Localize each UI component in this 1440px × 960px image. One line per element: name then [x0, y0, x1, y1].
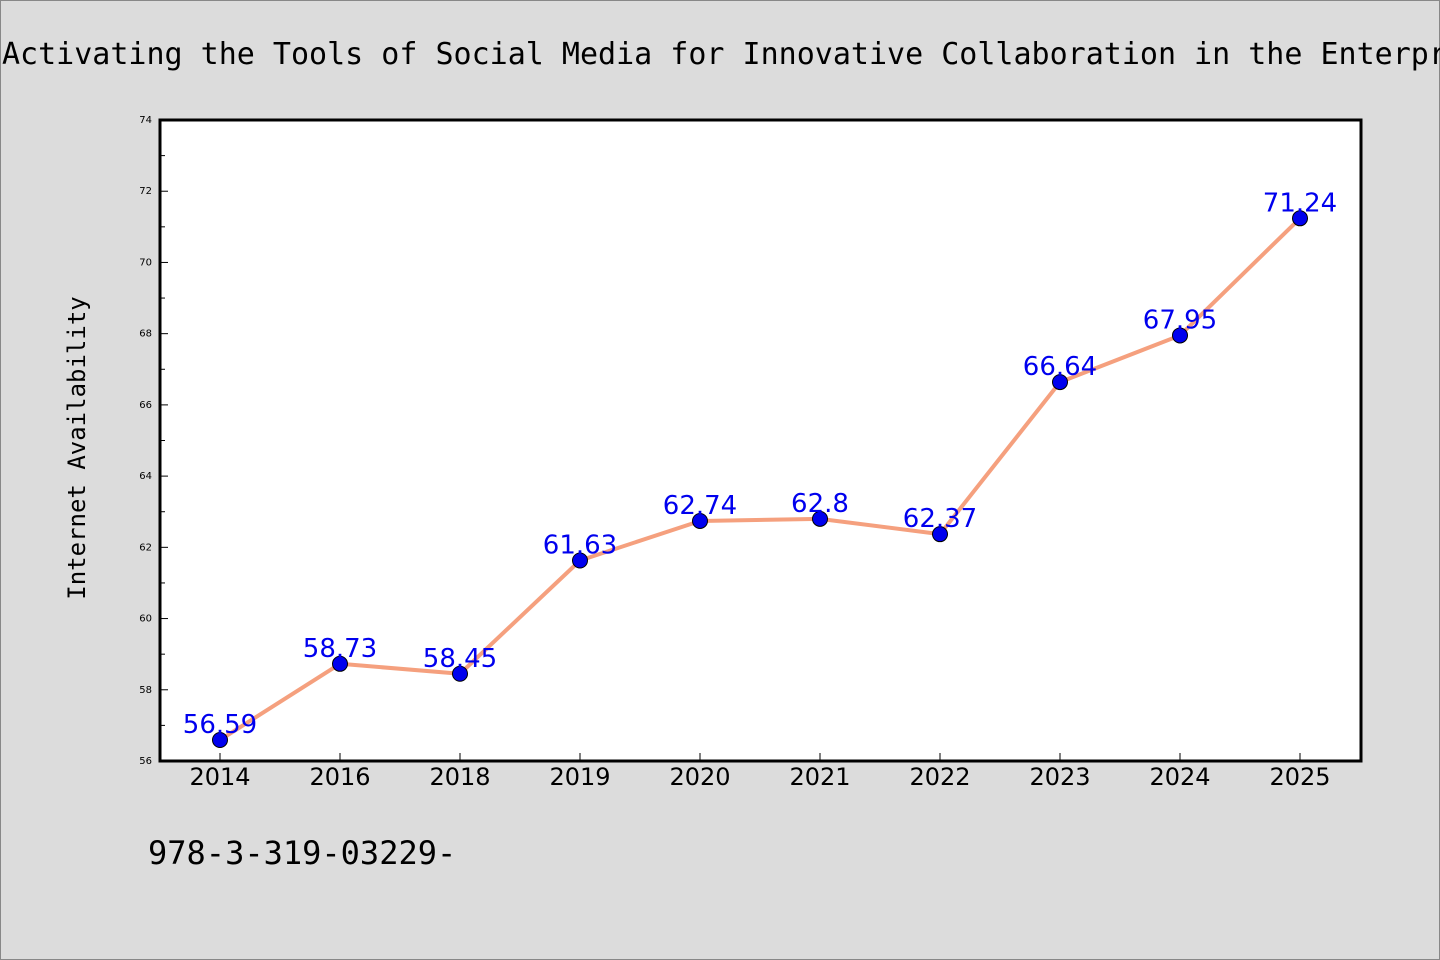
data-label: 58.45 [423, 644, 497, 674]
data-point [932, 526, 948, 543]
y-tick-label: 62 [139, 542, 152, 553]
data-label: 71.24 [1263, 188, 1337, 218]
data-point [212, 731, 228, 748]
series-layer: 56.59 58.73 58.45 61.63 62.74 62.8 62.37 66.64 6… [183, 188, 1337, 748]
y-axis-label: Internet Availability [63, 296, 91, 599]
data-label: 62.8 [791, 489, 849, 519]
data-point [332, 655, 348, 672]
y-tick-label: 74 [139, 115, 152, 126]
x-tick-label: 2019 [549, 763, 610, 791]
data-point [812, 510, 828, 527]
x-tick-label: 2021 [789, 763, 850, 791]
x-tick-label: 2023 [1029, 763, 1090, 791]
data-point [1052, 374, 1068, 391]
y-tick-label: 72 [139, 186, 152, 197]
y-tick-label: 58 [139, 685, 152, 696]
x-tick-label: 2024 [1149, 763, 1210, 791]
data-label: 66.64 [1023, 352, 1097, 382]
chart-title: Activating the Tools of Social Media for… [2, 37, 1440, 72]
y-tick-label: 56 [139, 756, 152, 767]
y-tick-label: 68 [139, 329, 152, 340]
data-point [692, 512, 708, 529]
data-point [1172, 327, 1188, 344]
data-label: 58.73 [303, 634, 377, 664]
y-tick-label: 60 [139, 614, 152, 625]
x-tick-label: 2025 [1269, 763, 1330, 791]
data-label: 62.37 [903, 504, 977, 534]
data-label: 62.74 [663, 491, 737, 521]
data-label: 61.63 [543, 531, 617, 561]
x-tick-label: 2016 [309, 763, 370, 791]
x-tick-label: 2018 [429, 763, 490, 791]
y-axis-ticks: 56 58 60 62 64 66 68 70 72 74 [139, 115, 168, 767]
x-axis-ticks: 2014 2016 2018 2019 2020 2021 2022 2023 2024 2025 [189, 753, 1331, 791]
data-point [572, 552, 588, 569]
x-tick-label: 2022 [909, 763, 970, 791]
plot-area [158, 118, 1363, 763]
footer-text: 978-3-319-03229- [148, 834, 456, 872]
y-tick-label: 64 [139, 471, 152, 482]
data-label: 56.59 [183, 710, 257, 740]
y-tick-label: 66 [139, 400, 152, 411]
data-label: 67.95 [1143, 305, 1217, 335]
series-line [218, 216, 1302, 742]
x-tick-label: 2020 [669, 763, 730, 791]
x-tick-label: 2014 [189, 763, 250, 791]
y-tick-label: 70 [139, 257, 152, 268]
data-point [452, 665, 468, 682]
data-point [1292, 210, 1308, 227]
